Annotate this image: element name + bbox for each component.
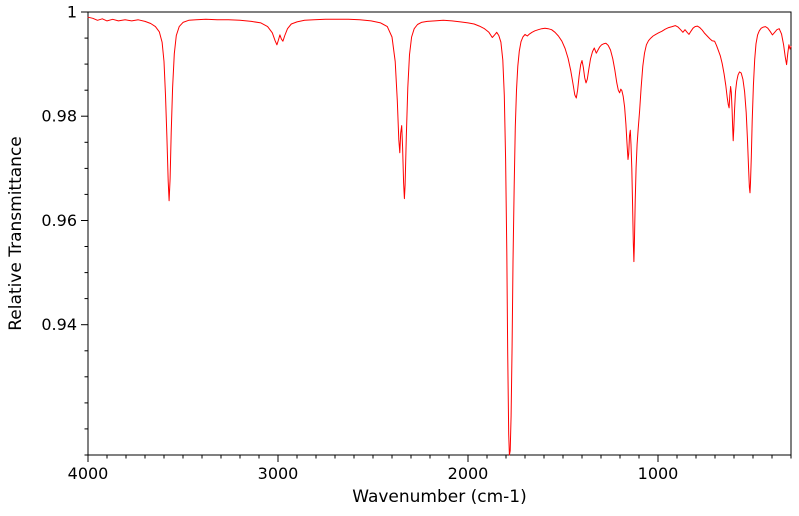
x-axis-label: Wavenumber (cm-1) (352, 487, 527, 507)
y-tick-label: 0.96 (41, 211, 77, 230)
y-tick-label: 1 (67, 3, 77, 22)
plot-frame (87, 11, 792, 456)
x-tick-label: 3000 (258, 464, 299, 483)
x-tick-label: 2000 (448, 464, 489, 483)
spectrum-line (87, 16, 792, 456)
x-tick-label: 4000 (68, 464, 109, 483)
x-tick-label: 1000 (638, 464, 679, 483)
y-tick-label: 0.94 (41, 315, 77, 334)
y-tick-label: 0.98 (41, 107, 77, 126)
y-axis-label: Relative Transmittance (6, 136, 26, 331)
